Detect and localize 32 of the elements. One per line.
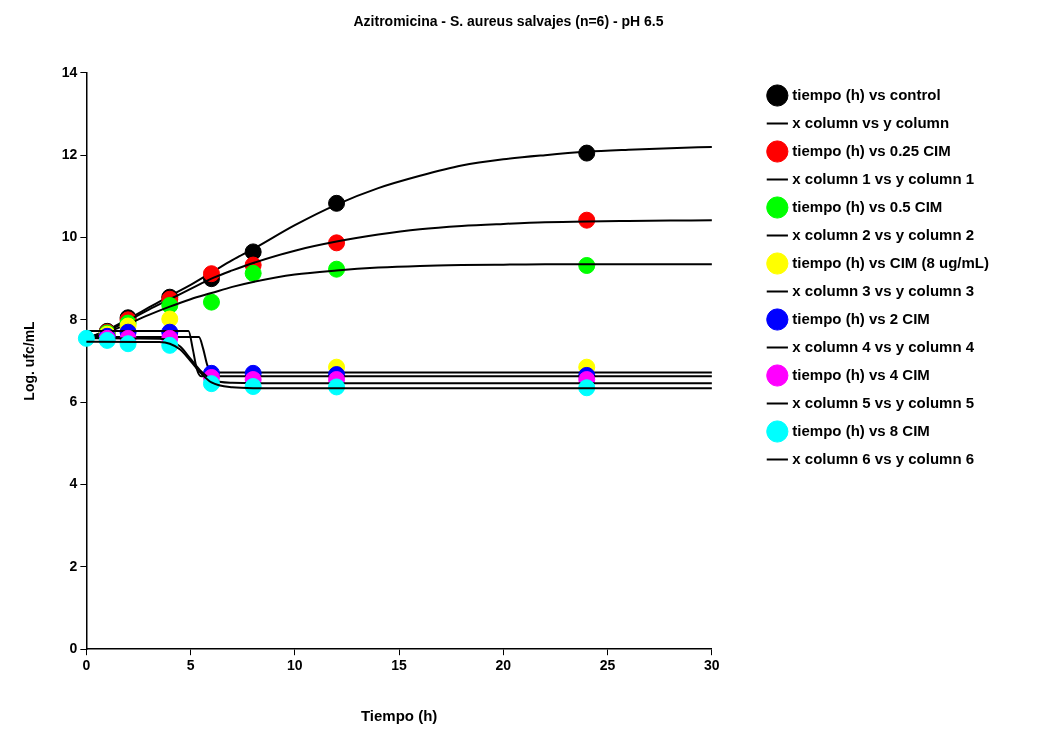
legend-label: tiempo (h) vs 8 CIM xyxy=(792,421,930,439)
legend-label: tiempo (h) vs 0.25 CIM xyxy=(792,141,951,159)
legend-label: x column 6 vs y column 6 xyxy=(792,449,975,467)
y-tick-label: 0 xyxy=(69,640,78,657)
legend-label: x column 3 vs y column 3 xyxy=(792,281,975,299)
legend-label: x column 1 vs y column 1 xyxy=(792,169,975,187)
y-axis-title: Log. ufc/mL xyxy=(21,320,38,401)
x-tick-label: 30 xyxy=(704,657,720,674)
x-axis-title: Tiempo (h) xyxy=(360,707,438,725)
y-tick-label: 14 xyxy=(61,63,78,80)
legend-label: tiempo (h) vs 4 CIM xyxy=(792,365,930,383)
chart-title: Azitromicina - S. aureus salvajes (n=6) - pH 6.5 xyxy=(353,13,664,30)
x-tick-label: 15 xyxy=(391,657,408,674)
y-tick-label: 2 xyxy=(69,557,78,574)
y-tick-label: 12 xyxy=(61,146,78,162)
x-tick-label: 0 xyxy=(82,657,91,674)
y-tick-label: 8 xyxy=(69,310,78,327)
x-tick-label: 5 xyxy=(186,657,195,674)
x-tick-label: 10 xyxy=(287,657,303,674)
legend-label: x column 4 vs y column 4 xyxy=(792,337,975,355)
legend-label: x column 5 vs y column 5 xyxy=(792,393,975,411)
legend-label: tiempo (h) vs CIM (8 ug/mL) xyxy=(792,253,990,271)
legend-label: x column 2 vs y column 2 xyxy=(792,225,975,243)
legend-label: tiempo (h) vs 2 CIM xyxy=(792,309,930,327)
y-tick-label: 4 xyxy=(69,475,78,492)
legend-label: tiempo (h) vs 0.5 CIM xyxy=(792,197,943,215)
y-tick-label: 6 xyxy=(69,393,78,410)
y-tick-label: 10 xyxy=(61,228,78,245)
x-tick-label: 20 xyxy=(495,657,512,674)
x-tick-label: 25 xyxy=(599,657,616,674)
legend-label: tiempo (h) vs control xyxy=(792,85,941,103)
legend-label: x column vs y column xyxy=(792,113,950,131)
